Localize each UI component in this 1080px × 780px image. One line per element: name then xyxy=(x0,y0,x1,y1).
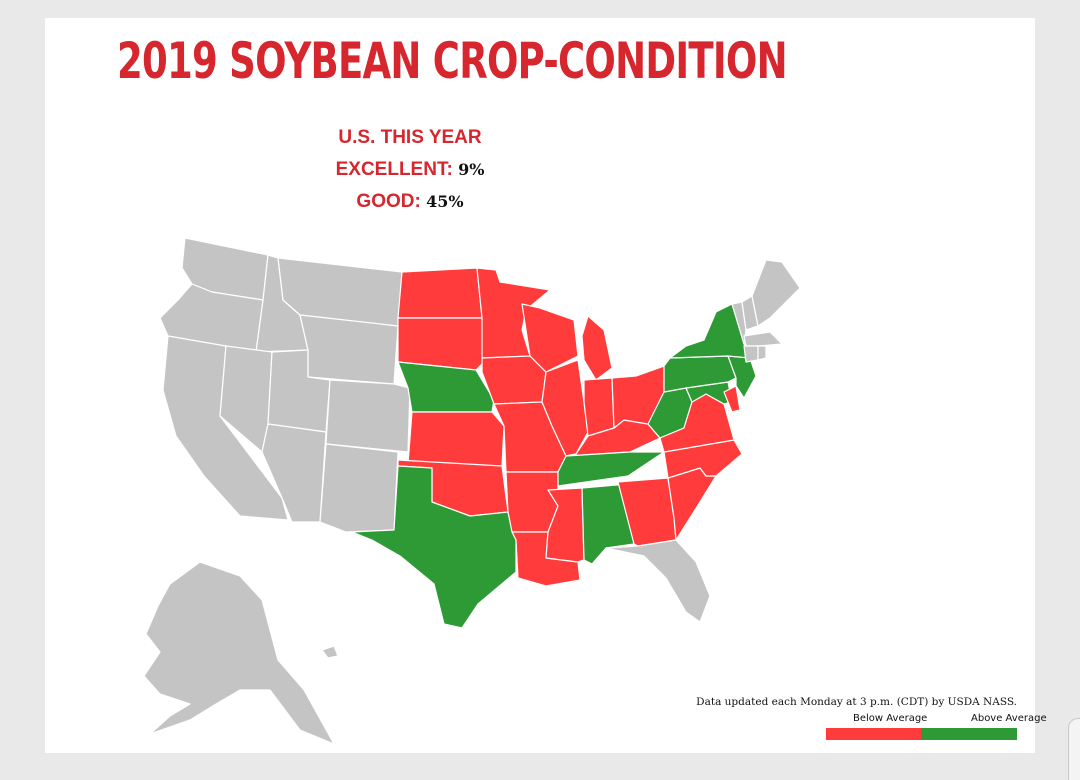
state-hawaii xyxy=(321,645,339,659)
us-map xyxy=(143,237,801,745)
excellent-value: 9% xyxy=(458,160,485,179)
legend-below-swatch xyxy=(825,728,922,740)
summary-heading: U.S. THIS YEAR xyxy=(338,127,482,148)
legend-labels: Below Average Above Average xyxy=(605,712,1047,726)
excellent-label: EXCELLENT: xyxy=(335,159,453,180)
state-kansas xyxy=(407,411,505,467)
state-arkansas xyxy=(505,471,559,533)
state-florida xyxy=(605,539,711,623)
good-value: 45% xyxy=(426,192,464,211)
state-layer xyxy=(143,237,801,745)
good-label: GOOD: xyxy=(356,191,421,212)
state-michigan xyxy=(581,315,613,381)
state-texas xyxy=(351,465,517,629)
excellent-row: EXCELLENT: 9% xyxy=(295,154,525,186)
state-south-carolina xyxy=(667,467,717,541)
map-footer: Data updated each Monday at 3 p.m. (CDT)… xyxy=(605,694,1047,740)
legend-above-swatch xyxy=(921,728,1017,740)
legend-above-label: Above Average xyxy=(971,713,1047,724)
phone-scroll-edge xyxy=(1068,718,1080,780)
legend-bar xyxy=(605,728,1017,740)
map-card: 2019 SOYBEAN CROP-CONDITION U.S. THIS YE… xyxy=(45,18,1047,753)
state-connecticut xyxy=(743,345,759,363)
us-summary: U.S. THIS YEAR EXCELLENT: 9% GOOD: 45% xyxy=(295,122,525,218)
good-row: GOOD: 45% xyxy=(295,186,525,218)
legend-below-label: Below Average xyxy=(853,713,928,724)
state-new-mexico xyxy=(319,443,399,533)
state-north-dakota xyxy=(397,267,483,319)
state-wyoming xyxy=(299,314,399,385)
state-north-carolina xyxy=(663,439,743,479)
state-nebraska xyxy=(397,361,495,413)
state-colorado xyxy=(325,379,411,453)
data-source-note: Data updated each Monday at 3 p.m. (CDT)… xyxy=(696,696,1017,708)
state-arizona xyxy=(261,423,327,523)
state-wisconsin xyxy=(521,303,579,373)
state-massachusetts xyxy=(743,331,783,347)
state-south-dakota xyxy=(397,317,485,371)
state-indiana xyxy=(583,377,615,437)
state-rhode-island xyxy=(757,345,767,361)
state-maine xyxy=(751,259,801,327)
page-title: 2019 SOYBEAN CROP-CONDITION xyxy=(117,32,788,90)
state-alaska xyxy=(143,561,335,745)
state-delaware xyxy=(723,385,741,413)
